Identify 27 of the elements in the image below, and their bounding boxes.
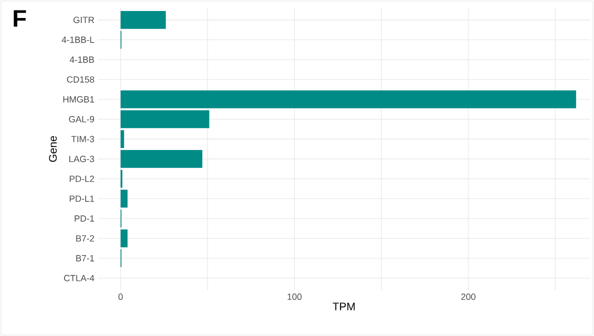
y-tick-label: PD-1 xyxy=(74,215,94,222)
y-tick-label: TIM-3 xyxy=(71,136,94,142)
y-tick-label: HMGB1 xyxy=(63,96,94,103)
bar xyxy=(120,190,128,208)
y-tick-label: PD-L1 xyxy=(70,196,94,202)
x-tick-label: 100 xyxy=(288,294,302,300)
bar xyxy=(120,110,210,128)
x-axis-title: TPM xyxy=(332,302,355,310)
y-tick-label: B7-2 xyxy=(76,235,94,242)
y-axis-title: Gene xyxy=(49,136,57,162)
x-tick-label: 200 xyxy=(461,294,476,300)
chart-title: F xyxy=(14,10,26,27)
y-tick-label: CD158 xyxy=(67,76,94,83)
bar xyxy=(120,150,202,168)
bar xyxy=(120,90,576,108)
y-tick-label: 4-1BB xyxy=(70,56,94,63)
y-tick-label: GAL-9 xyxy=(69,116,94,122)
x-tick-label: 0 xyxy=(118,294,123,300)
bar xyxy=(120,130,124,148)
bar xyxy=(120,229,128,248)
y-tick-label: CTLA-4 xyxy=(64,274,94,282)
bar xyxy=(120,10,166,29)
y-tick-label: GITR xyxy=(74,16,94,24)
y-tick-label: B7-1 xyxy=(76,255,94,262)
y-tick-label: LAG-3 xyxy=(69,156,94,162)
y-tick-label: PD-L2 xyxy=(70,176,94,182)
y-tick-label: 4-1BB-L xyxy=(62,36,94,43)
